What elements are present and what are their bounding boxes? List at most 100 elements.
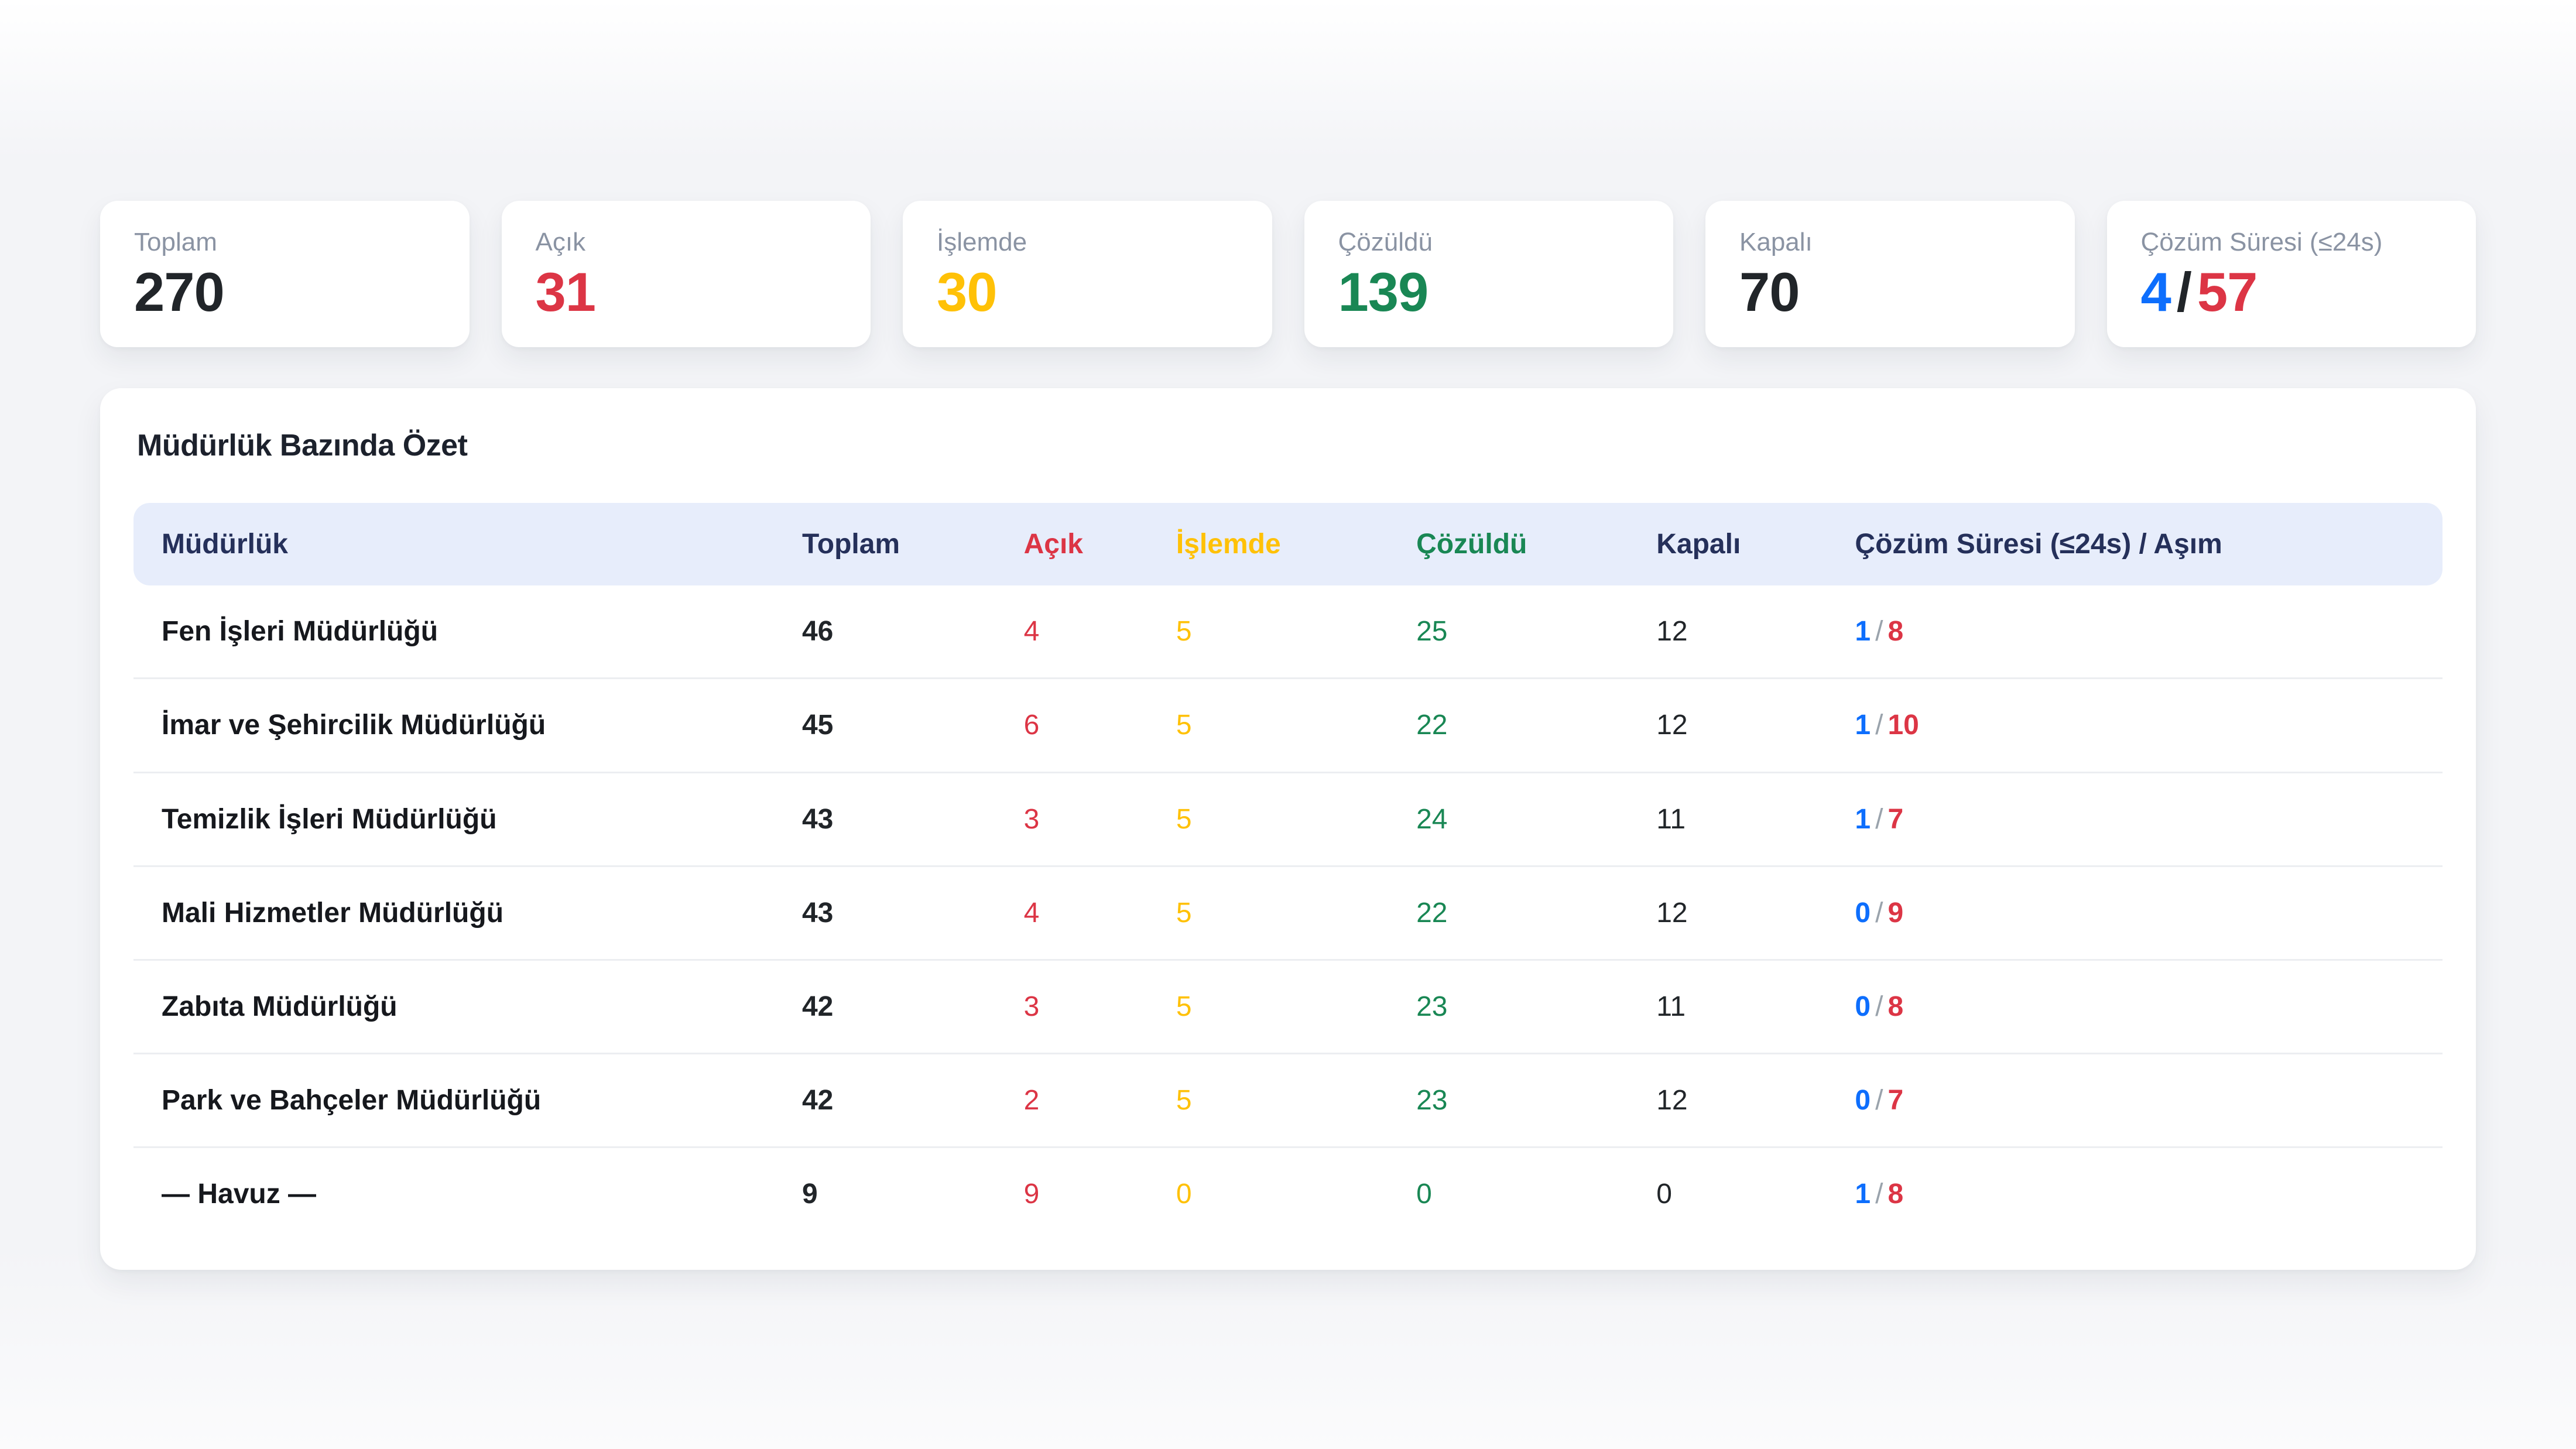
stat-card-toplam: Toplam 270	[100, 201, 470, 347]
cell-mudurluk: Mali Hizmetler Müdürlüğü	[133, 867, 794, 961]
cell-cozum-suresi: 1/8	[1847, 1148, 2443, 1240]
cell-islemde: 5	[1167, 867, 1409, 961]
sla-ok-value: 1	[1855, 803, 1871, 835]
stat-label: Açık	[535, 227, 586, 256]
cell-acik: 9	[1023, 1179, 1040, 1210]
cell-cozum-suresi: 0/8	[1847, 961, 2443, 1055]
stat-value-within-sla: 4	[2140, 261, 2171, 323]
stat-label: Çözüldü	[1338, 227, 1433, 256]
table-header-row: Müdürlük Toplam Açık İşlemde Çözüldü Kap…	[133, 503, 2443, 586]
table-row: Temizlik İşleri Müdürlüğü 43 3 5 24 11 1…	[133, 773, 2443, 867]
table-row: Park ve Bahçeler Müdürlüğü 42 2 5 23 12 …	[133, 1054, 2443, 1149]
cell-kapali: 0	[1656, 1179, 1672, 1210]
cell-acik: 3	[1015, 773, 1168, 867]
stat-value: 31	[535, 261, 597, 323]
cell-islemde: 5	[1167, 679, 1409, 773]
cell-mudurluk: Fen İşleri Müdürlüğü	[133, 585, 794, 680]
cell-toplam: 45	[793, 679, 1016, 773]
cell-islemde: 5	[1167, 1054, 1409, 1149]
stat-value-overdue: 57	[2197, 261, 2258, 323]
department-summary-table: Müdürlük Toplam Açık İşlemde Çözüldü Kap…	[133, 503, 2443, 1241]
cell-kapali: 12	[1648, 867, 1847, 961]
sla-ok-value: 1	[1855, 1179, 1871, 1210]
cell-cozuldu: 23	[1408, 1054, 1649, 1149]
column-header-mudurluk: Müdürlük	[133, 503, 794, 586]
cell-cozuldu: 22	[1408, 679, 1649, 773]
cell-toplam: 9	[801, 1179, 818, 1210]
sla-overdue-value: 8	[1888, 1179, 1904, 1210]
stat-value: 139	[1338, 261, 1429, 323]
sla-separator: /	[1875, 710, 1883, 741]
table-title: Müdürlük Bazında Özet	[137, 429, 468, 463]
cell-mudurluk: Temizlik İşleri Müdürlüğü	[133, 773, 794, 867]
cell-mudurluk: — Havuz —	[162, 1179, 317, 1210]
cell-kapali: 11	[1648, 773, 1847, 867]
cell-cozuldu: 25	[1408, 585, 1649, 680]
sla-separator: /	[1875, 803, 1883, 835]
column-header-cozuldu: Çözüldü	[1408, 503, 1649, 586]
cell-cozum-suresi: 1/8	[1847, 585, 2443, 680]
cell-islemde: 0	[1176, 1179, 1192, 1210]
sla-separator: /	[1875, 616, 1883, 648]
sla-separator: /	[1875, 991, 1883, 1022]
stat-card-islemde: İşlemde 30	[903, 201, 1272, 347]
cell-mudurluk: İmar ve Şehircilik Müdürlüğü	[133, 679, 794, 773]
cell-kapali: 12	[1648, 585, 1847, 680]
stat-label: Çözüm Süresi (≤24s)	[2140, 227, 2383, 256]
cell-mudurluk: Park ve Bahçeler Müdürlüğü	[133, 1054, 794, 1149]
stat-label: İşlemde	[937, 227, 1027, 256]
stat-card-acik: Açık 31	[501, 201, 871, 347]
stat-card-cozum-suresi: Çözüm Süresi (≤24s) 4/57	[2106, 201, 2476, 347]
column-header-cozum-suresi-asim: Çözüm Süresi (≤24s) / Aşım	[1847, 503, 2443, 586]
department-summary-card: Müdürlük Bazında Özet Müdürlük Toplam Aç…	[100, 388, 2476, 1270]
table-row: İmar ve Şehircilik Müdürlüğü 45 6 5 22 1…	[133, 679, 2443, 773]
sla-separator: /	[1875, 1179, 1883, 1210]
cell-kapali: 12	[1648, 1054, 1847, 1149]
column-header-acik: Açık	[1015, 503, 1168, 586]
stat-card-kapali: Kapalı 70	[1705, 201, 2075, 347]
cell-toplam: 43	[793, 773, 1016, 867]
cell-kapali: 12	[1648, 679, 1847, 773]
sla-ok-value: 0	[1855, 1085, 1871, 1116]
summary-cards-row: Toplam 270 Açık 31 İşlemde 30 Çözüldü 13…	[100, 201, 2476, 347]
stat-card-cozuldu: Çözüldü 139	[1304, 201, 1673, 347]
sla-overdue-value: 8	[1888, 991, 1904, 1022]
cell-toplam: 42	[793, 961, 1016, 1055]
stat-value: 270	[134, 261, 225, 323]
cell-acik: 4	[1015, 867, 1168, 961]
table-row: Zabıta Müdürlüğü 42 3 5 23 11 0/8	[133, 961, 2443, 1055]
cell-mudurluk: Zabıta Müdürlüğü	[133, 961, 794, 1055]
cell-islemde: 5	[1167, 961, 1409, 1055]
cell-cozuldu: 24	[1408, 773, 1649, 867]
cell-kapali: 11	[1648, 961, 1847, 1055]
table-body: Fen İşleri Müdürlüğü 46 4 5 25 12 1/8 İm…	[133, 585, 2443, 1240]
cell-acik: 3	[1015, 961, 1168, 1055]
sla-overdue-value: 8	[1888, 616, 1904, 648]
column-header-kapali: Kapalı	[1648, 503, 1847, 586]
stat-label: Kapalı	[1739, 227, 1813, 256]
cell-cozum-suresi: 1/10	[1847, 679, 2443, 773]
table-row: — Havuz — 9 9 0 0 0 1/8	[133, 1148, 2443, 1240]
sla-separator: /	[1875, 1085, 1883, 1116]
sla-ok-value: 0	[1855, 897, 1871, 929]
sla-overdue-value: 7	[1888, 803, 1904, 835]
stat-value: 30	[937, 261, 998, 323]
dashboard: Toplam 270 Açık 31 İşlemde 30 Çözüldü 13…	[100, 201, 2476, 1270]
cell-cozum-suresi: 0/7	[1847, 1054, 2443, 1149]
cell-cozuldu: 0	[1416, 1179, 1432, 1210]
table-row: Mali Hizmetler Müdürlüğü 43 4 5 22 12 0/…	[133, 867, 2443, 961]
cell-toplam: 43	[793, 867, 1016, 961]
cell-toplam: 42	[793, 1054, 1016, 1149]
cell-acik: 6	[1015, 679, 1168, 773]
cell-cozuldu: 23	[1408, 961, 1649, 1055]
cell-islemde: 5	[1167, 585, 1409, 680]
cell-toplam: 46	[793, 585, 1016, 680]
sla-overdue-value: 10	[1888, 710, 1919, 741]
sla-ok-value: 0	[1855, 991, 1871, 1022]
cell-acik: 4	[1015, 585, 1168, 680]
cell-cozum-suresi: 1/7	[1847, 773, 2443, 867]
stat-value: 4/57	[2141, 265, 2443, 320]
stat-value-separator: /	[2176, 261, 2192, 323]
sla-overdue-value: 7	[1888, 1085, 1904, 1116]
cell-islemde: 5	[1167, 773, 1409, 867]
